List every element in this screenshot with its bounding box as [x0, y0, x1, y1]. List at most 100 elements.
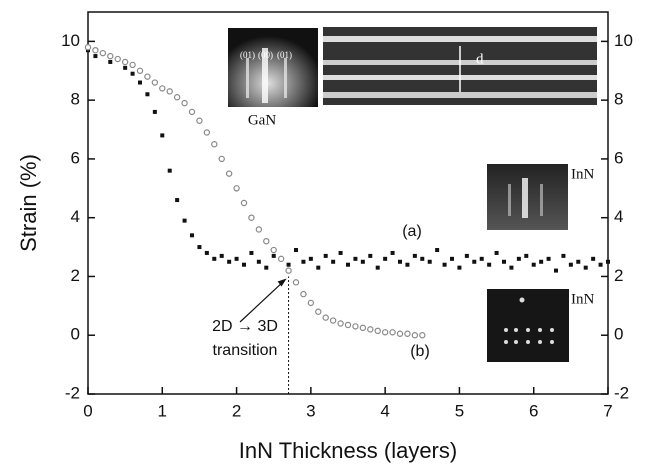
y2-tick-label: 8	[614, 90, 623, 109]
point	[264, 265, 269, 270]
y2-tick-label: 2	[614, 266, 623, 285]
spot-label: (01)	[240, 50, 255, 60]
point	[203, 129, 211, 136]
x-tick-label: 5	[455, 401, 464, 420]
point	[292, 279, 300, 286]
point	[219, 253, 224, 258]
point	[242, 262, 246, 267]
point	[329, 317, 337, 324]
point	[322, 314, 329, 321]
point	[188, 108, 196, 116]
point	[412, 253, 417, 258]
point	[509, 265, 514, 270]
point	[227, 259, 232, 264]
point	[479, 256, 484, 261]
point	[212, 256, 217, 261]
y-tick-label: 2	[71, 266, 80, 285]
point	[375, 265, 380, 270]
point	[263, 237, 270, 245]
point	[159, 85, 166, 92]
point	[123, 65, 128, 70]
x-tick-label: 2	[232, 401, 241, 420]
point	[256, 259, 261, 264]
point	[352, 323, 359, 330]
point	[167, 168, 172, 173]
point	[396, 330, 404, 337]
point	[427, 259, 432, 264]
point	[457, 265, 462, 270]
point	[173, 94, 181, 101]
point	[114, 55, 121, 63]
point	[524, 253, 529, 258]
point	[367, 326, 374, 333]
point	[160, 133, 165, 138]
point	[218, 155, 225, 163]
point	[301, 259, 306, 264]
point	[285, 267, 292, 274]
y-tick-label: 6	[71, 148, 80, 167]
point	[144, 73, 151, 80]
arrow-head	[277, 278, 287, 287]
point	[308, 256, 313, 261]
point	[435, 248, 440, 253]
y2-tick-label: -2	[614, 383, 629, 402]
point	[404, 330, 411, 337]
point	[381, 329, 389, 336]
point	[166, 88, 173, 95]
point	[344, 321, 352, 329]
point	[405, 262, 410, 267]
series-label: (a)	[402, 223, 422, 240]
point	[190, 233, 194, 238]
y-tick-label: 10	[61, 31, 80, 50]
point	[576, 259, 581, 264]
y-tick-label: 8	[71, 90, 80, 109]
point	[286, 262, 291, 267]
point	[398, 259, 402, 264]
point	[411, 332, 419, 339]
point	[494, 250, 499, 255]
point	[234, 256, 239, 261]
inset-inn-bottom: InN	[487, 289, 594, 362]
point	[568, 262, 573, 267]
point	[338, 250, 343, 255]
point	[554, 268, 558, 273]
inset-streaks: d	[323, 27, 597, 105]
point	[360, 259, 365, 264]
point	[182, 218, 187, 223]
point	[277, 255, 285, 263]
point	[181, 99, 188, 107]
point	[99, 49, 107, 57]
point	[84, 44, 92, 51]
point	[323, 253, 328, 258]
point	[196, 117, 203, 124]
point	[420, 256, 425, 261]
point	[240, 199, 248, 207]
inset-label: GaN	[248, 112, 276, 128]
transition-arrow	[239, 280, 285, 323]
point	[300, 290, 307, 298]
point	[583, 265, 588, 270]
point	[129, 61, 136, 69]
point	[606, 259, 610, 264]
x-tick-label: 4	[380, 401, 389, 420]
point	[546, 256, 551, 261]
point	[389, 329, 396, 336]
point	[502, 259, 506, 264]
point	[390, 250, 395, 255]
point	[464, 253, 469, 258]
point	[353, 256, 358, 261]
point	[539, 259, 544, 264]
y-tick-label: -2	[65, 383, 80, 402]
y2-tick-label: 0	[614, 325, 623, 344]
point	[255, 226, 263, 233]
spacing-label: d	[476, 51, 484, 67]
point	[472, 259, 477, 264]
point	[374, 327, 381, 335]
point	[138, 80, 142, 85]
series	[84, 44, 426, 339]
point	[204, 250, 209, 255]
x-tick-label: 3	[306, 401, 315, 420]
point	[121, 58, 129, 66]
y2-tick-label: 4	[614, 207, 623, 226]
